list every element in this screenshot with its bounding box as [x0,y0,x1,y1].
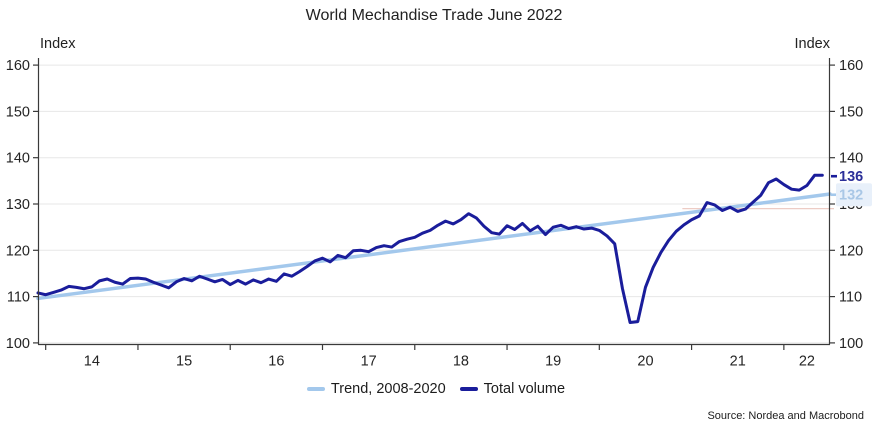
x-tick-label: 19 [545,354,561,370]
legend: Trend, 2008-2020 Total volume [0,381,872,397]
trend-end-label: 132 [839,188,863,204]
x-tick-label: 22 [799,354,815,370]
x-tick-label: 16 [268,354,284,370]
y-tick-label-right: 160 [839,58,863,74]
chart-title: World Mechandise Trade June 2022 [305,7,563,24]
legend-item-trend: Trend, 2008-2020 [306,381,446,397]
total-volume-line [36,173,824,325]
y-tick-label-right: 120 [839,243,863,259]
x-tick-label: 17 [361,354,377,370]
x-tick-label: 21 [730,354,746,370]
legend-label-total-volume: Total volume [483,381,566,397]
y-tick-label-left: 110 [7,290,30,306]
y-tick-label-right: 140 [839,151,863,167]
y-axis-unit-right: Index [794,36,830,52]
legend-item-total-volume: Total volume [459,381,566,397]
y-tick-label-left: 120 [6,243,30,259]
y-tick-label-left: 130 [6,197,30,213]
x-tick-label: 18 [453,354,469,370]
y-tick-label-right: 110 [839,290,862,306]
x-tick-label: 14 [84,354,100,370]
total-volume-end-label: 136 [839,169,863,185]
y-tick-label-left: 160 [6,58,30,74]
legend-label-trend: Trend, 2008-2020 [330,381,446,397]
trend-line [36,192,832,301]
y-tick-label-left: 100 [6,336,30,352]
trend-end-label-badge [836,183,872,207]
y-tick-label-left: 150 [6,104,30,120]
y-axis-unit-left: Index [40,36,76,52]
y-tick-label-left: 140 [6,151,30,167]
source-note: Source: Nordea and Macrobond [707,410,864,422]
y-tick-label-right: 150 [839,104,863,120]
x-tick-label: 20 [637,354,653,370]
x-tick-label: 15 [176,354,192,370]
trend-line-swatch [306,387,325,391]
total-volume-line-swatch [459,387,478,391]
y-tick-label-right: 100 [839,336,863,352]
